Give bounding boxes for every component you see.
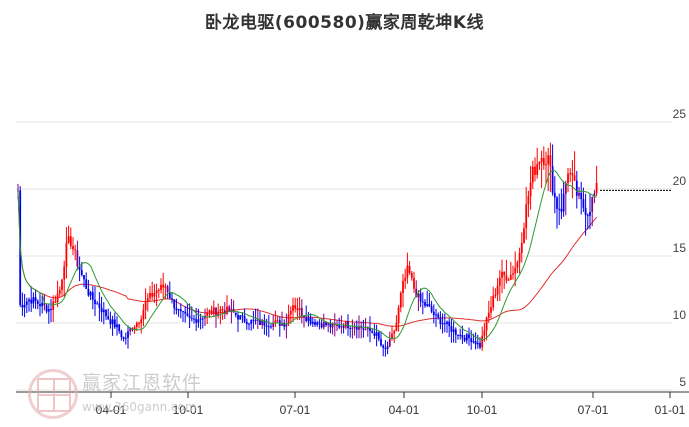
x-axis: 04-01 10-01 07-01 04-01 10-01 07-01 01-01	[16, 391, 689, 417]
candlesticks	[17, 142, 598, 357]
x-tick-label: 10-01	[173, 403, 204, 417]
watermark-logo-icon	[28, 369, 78, 419]
watermark-name: 赢家江恩软件	[82, 372, 203, 394]
x-tick-label: 10-01	[467, 403, 498, 417]
x-tick-label: 07-01	[578, 403, 609, 417]
ma-long-line	[17, 190, 597, 327]
x-tick-label: 04-01	[389, 403, 420, 417]
y-axis: 5 10 15 20 25	[673, 107, 687, 389]
ma-short-line	[17, 170, 597, 341]
y-tick-label: 20	[673, 174, 687, 188]
y-tick-label: 15	[673, 241, 687, 255]
grid-lines	[16, 121, 672, 391]
watermark-url: www.360gann.com	[82, 400, 197, 414]
y-tick-label: 5	[679, 375, 686, 389]
x-tick-label: 04-01	[96, 403, 127, 417]
chart-title: 卧龙电驱(600580)赢家周乾坤K线	[204, 13, 485, 33]
x-tick-label: 01-01	[655, 403, 686, 417]
x-tick-label: 07-01	[280, 403, 311, 417]
y-tick-label: 10	[673, 308, 687, 322]
y-tick-label: 25	[673, 107, 687, 121]
